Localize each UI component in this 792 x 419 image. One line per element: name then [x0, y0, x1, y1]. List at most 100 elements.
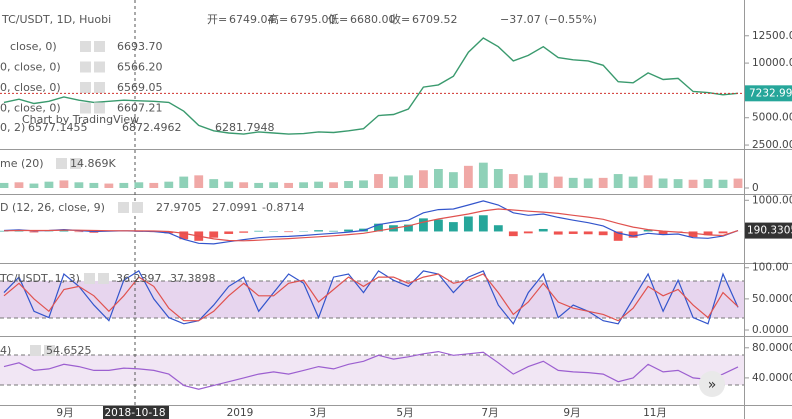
volume-bar	[448, 172, 458, 188]
macd-bar	[74, 231, 84, 233]
macd-bar	[538, 228, 548, 232]
icon	[80, 41, 91, 52]
volume-bar	[344, 181, 353, 188]
icon	[94, 102, 105, 114]
time-label: 3月	[309, 407, 326, 419]
volume-bar	[0, 182, 9, 188]
scroll-icon[interactable]: »	[708, 377, 717, 393]
legend-value: 27.9705	[156, 201, 202, 214]
stoch-band	[0, 281, 744, 318]
volume-bar	[209, 179, 219, 188]
scroll-button[interactable]	[699, 371, 725, 397]
volume-bar	[493, 169, 503, 188]
icon	[98, 273, 109, 284]
volume-bar	[643, 175, 653, 188]
volume-bar	[673, 179, 683, 188]
y-tick-label: 100.00	[752, 262, 789, 274]
y-tick-label: 2500.00	[752, 139, 792, 151]
macd-bar	[463, 216, 473, 232]
macd-bar	[598, 231, 608, 236]
y-tick-label: 1000.00	[752, 194, 792, 206]
volume-bar	[164, 181, 174, 188]
icon	[44, 345, 55, 356]
macd-bar	[404, 224, 413, 232]
volume-bar	[329, 182, 338, 188]
bands-value: 6872.4962	[122, 121, 182, 134]
legend-value: -0.8714	[262, 201, 304, 214]
header-text: 6749.04	[229, 13, 275, 26]
macd-bar	[643, 229, 653, 232]
macd-bar	[314, 230, 323, 232]
overlay-name: close, 0)	[10, 40, 57, 53]
header-text: 6795.00	[290, 13, 336, 26]
volume-bar	[89, 182, 99, 188]
volume-bar	[478, 162, 488, 188]
last-price-badge	[745, 85, 792, 102]
macd-bar	[658, 231, 668, 234]
macd-bar	[493, 225, 503, 232]
volume-bar	[104, 183, 114, 188]
volume-value: 14.869K	[70, 157, 116, 170]
series-line	[3, 208, 739, 242]
macd-bar	[239, 231, 249, 233]
macd-bar	[523, 231, 533, 234]
series-line	[3, 350, 739, 390]
header-text: 开=	[207, 13, 227, 26]
macd-bar	[568, 231, 578, 234]
volume-bar	[254, 182, 264, 188]
bands-value: 6577.1455	[28, 121, 88, 134]
volume-bar	[299, 182, 308, 188]
time-label: 2019	[227, 407, 254, 419]
volume-bar	[389, 176, 398, 188]
volume-bar	[119, 182, 129, 188]
macd-bar	[448, 222, 458, 232]
macd-bar	[254, 230, 264, 232]
volume-bar	[74, 182, 84, 188]
icon	[70, 158, 81, 169]
volume-bar	[14, 182, 24, 188]
pane-title: me (20)	[0, 157, 44, 170]
volume-bar	[374, 174, 383, 188]
header-text: 6709.52	[412, 13, 458, 26]
icon	[56, 158, 67, 169]
macd-bar	[434, 219, 443, 232]
macd-bar	[209, 231, 219, 238]
volume-bar	[134, 182, 144, 188]
volume-bar	[59, 180, 69, 188]
icon	[94, 61, 105, 73]
overlay-name: 0, close, 0)	[0, 61, 61, 74]
volume-bar	[224, 181, 234, 188]
y-tick-label: 12500.00	[752, 30, 792, 42]
icon	[80, 102, 91, 114]
legend-value: 54.6525	[46, 344, 92, 357]
symbol: TC/USDT, 1D, Huobi	[1, 13, 111, 26]
volume-bar	[419, 170, 428, 188]
rsi-band	[0, 355, 744, 385]
time-label: 9月	[56, 407, 73, 419]
volume-bar	[718, 179, 728, 188]
pane-title: 4)	[0, 344, 11, 357]
icon	[94, 41, 105, 52]
time-label: 9月	[563, 407, 580, 419]
y-tick-label: 0	[752, 182, 759, 194]
overlay-value: 6566.20	[117, 61, 163, 74]
volume-bar	[149, 182, 159, 188]
volume-bar	[688, 179, 698, 188]
volume-bar	[179, 176, 189, 188]
time-label: 11月	[643, 407, 667, 419]
macd-bar	[344, 229, 353, 232]
macd-bar	[224, 231, 234, 234]
icon	[132, 202, 143, 213]
volume-bar	[598, 177, 608, 188]
y-tick-label: 10000.00	[752, 57, 792, 69]
series-line	[3, 273, 739, 322]
macd-bar	[688, 231, 698, 238]
volume-bar	[703, 179, 713, 188]
overlay-value: 6569.05	[117, 81, 163, 94]
macd-bar	[628, 231, 638, 238]
volume-bar	[284, 182, 294, 188]
macd-bar	[374, 223, 383, 232]
macd-bar	[613, 231, 623, 241]
header-text: 低=	[328, 13, 348, 26]
